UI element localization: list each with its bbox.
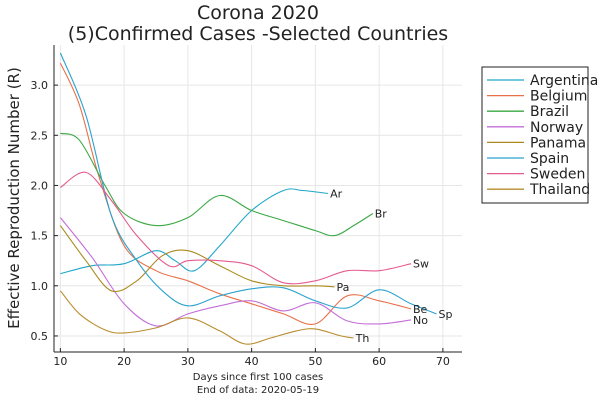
- x-ticks: 10 20 30 40 50 60 70: [53, 348, 450, 368]
- x-tick-label: 30: [181, 355, 195, 368]
- series-end-label-belgium: Be: [413, 303, 428, 316]
- legend-label-spain: Spain: [530, 151, 569, 167]
- series-end-label-sweden: Sw: [413, 258, 429, 271]
- series-line-spain: [59, 52, 437, 315]
- y-tick-label: 3.0: [31, 79, 49, 92]
- x-tick-label: 50: [308, 355, 322, 368]
- x-tick-label: 10: [53, 355, 67, 368]
- gridlines: [54, 45, 462, 352]
- series-end-labels: Ar Be Br No Pa Sp Sw Th: [330, 187, 452, 344]
- legend-label-thailand: Thailand: [529, 182, 590, 198]
- x-axis-label-line-1: Days since first 100 cases: [193, 372, 323, 383]
- legend-label-argentina: Argentina: [530, 73, 598, 89]
- series-end-label-norway: No: [413, 314, 428, 327]
- series-line-sweden: [60, 171, 412, 285]
- chart-subtitle: (5)Confirmed Cases -Selected Countries: [68, 23, 448, 45]
- series-end-label-spain: Sp: [439, 308, 453, 321]
- x-axis-label-line-2: End of data: 2020-05-19: [197, 385, 319, 396]
- x-tick-label: 40: [245, 355, 259, 368]
- series-end-label-brazil: Br: [375, 208, 388, 221]
- y-axis-label: Effective Reproduction Number (R): [5, 67, 23, 329]
- x-tick-label: 60: [372, 355, 386, 368]
- series-end-label-argentina: Ar: [330, 187, 343, 200]
- series-end-label-thailand: Th: [355, 332, 370, 345]
- series-lines: [59, 52, 437, 345]
- y-tick-label: 0.5: [31, 330, 49, 343]
- legend: ArgentinaBelgiumBrazilNorwayPanamaSpainS…: [481, 66, 598, 204]
- y-ticks: 0.5 1.0 1.5 2.0 2.5 3.0: [31, 79, 58, 343]
- plot-title: Corona 2020 (5)Confirmed Cases -Selected…: [68, 2, 448, 45]
- y-tick-label: 2.0: [31, 179, 49, 192]
- legend-label-panama: Panama: [530, 135, 586, 151]
- plot-area: Ar Be Br No Pa Sp Sw Th 10 20 30 40 50 60 70 0.5 1.0 1.…: [31, 45, 462, 368]
- x-tick-label: 20: [117, 355, 131, 368]
- y-tick-label: 1.5: [31, 230, 49, 243]
- legend-box: [481, 66, 589, 204]
- series-end-label-panama: Pa: [337, 281, 350, 294]
- series-line-norway: [59, 217, 412, 327]
- legend-label-belgium: Belgium: [530, 89, 587, 105]
- series-line-thailand: [59, 290, 354, 345]
- y-tick-label: 2.5: [31, 129, 49, 142]
- y-tick-label: 1.0: [31, 280, 49, 293]
- series-line-belgium: [59, 62, 412, 326]
- legend-label-brazil: Brazil: [530, 104, 569, 120]
- x-tick-label: 70: [436, 355, 450, 368]
- chart-title: Corona 2020: [197, 2, 319, 24]
- legend-label-sweden: Sweden: [530, 167, 585, 183]
- legend-label-norway: Norway: [530, 120, 583, 136]
- series-line-panama: [59, 225, 335, 293]
- series-line-brazil: [60, 132, 374, 237]
- series-line-argentina: [60, 188, 329, 275]
